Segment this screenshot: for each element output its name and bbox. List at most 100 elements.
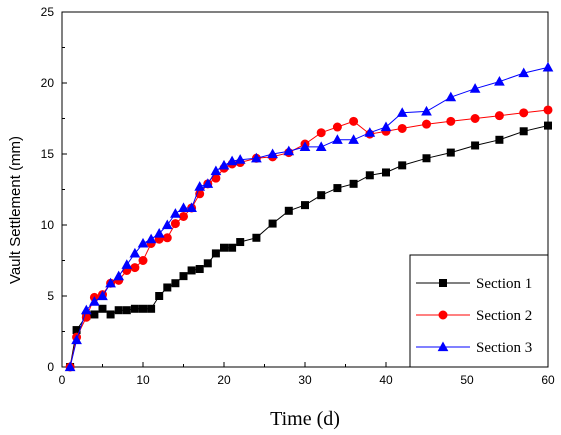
y-tick-label: 20 [41,76,55,90]
data-point [397,123,407,133]
series-layer [64,61,554,372]
y-tick-label: 0 [47,360,54,374]
data-point [97,290,108,301]
data-point [130,263,140,273]
data-point [284,206,293,215]
data-point [105,277,116,288]
data-point [98,304,107,313]
data-point [315,141,327,151]
data-point [299,141,311,151]
data-point [471,141,480,150]
x-tick-label: 30 [298,373,312,387]
data-point [251,152,262,163]
data-point [147,304,156,313]
data-point [162,233,172,243]
data-point [228,243,237,252]
data-point [495,135,504,144]
data-point [252,233,261,242]
data-point [161,219,173,230]
data-point [316,128,326,138]
data-point [519,127,528,136]
data-point [543,105,553,115]
data-point [382,168,390,177]
data-point [332,122,342,132]
x-tick-label: 50 [460,373,474,387]
x-tick-label: 10 [136,373,150,387]
data-point [171,279,180,288]
data-point [332,134,343,144]
data-point [422,154,431,163]
data-point [218,159,230,170]
y-tick-label: 5 [47,289,54,303]
legend-box [409,254,549,368]
legend-item: Section 1 [416,276,532,292]
data-point [469,83,481,93]
data-point [113,270,125,281]
data-point [71,334,82,345]
data-point [333,184,342,193]
data-point [283,145,295,156]
data-point [179,272,188,281]
data-point [170,208,181,218]
y-tick-label: 15 [41,147,55,161]
legend-label: Section 3 [476,340,532,356]
x-tick-label: 20 [217,373,231,387]
data-point [236,238,245,247]
y-tick-label: 10 [41,218,55,232]
data-point [494,111,504,121]
data-point [226,155,238,166]
data-point [121,259,133,269]
data-point [364,127,376,137]
x-tick-label: 0 [59,373,66,387]
y-tick-label: 25 [41,5,55,19]
data-point [179,211,188,221]
data-point [106,310,115,319]
data-point [89,296,100,306]
legend-label: Section 2 [476,308,532,324]
series-1 [66,121,552,371]
data-point [446,116,456,126]
legend-marker [438,310,448,320]
data-point [518,67,530,78]
data-point [155,292,164,300]
x-axis-title: Time (d) [270,408,340,430]
data-point [349,116,359,126]
x-tick-label: 60 [541,373,555,387]
data-point [195,265,204,274]
data-point [194,181,206,191]
data-point [170,219,180,229]
data-point [220,243,228,252]
data-point [138,256,148,265]
data-point [129,247,141,258]
legend-label: Section 1 [476,276,532,292]
data-point [202,178,214,188]
data-point [542,61,554,72]
data-point [90,310,99,319]
legend-item: Section 2 [416,308,532,324]
data-point [396,107,408,117]
data-point [380,121,392,132]
data-point [398,161,407,170]
data-point [470,114,480,123]
data-point [163,283,172,292]
data-point [365,171,374,180]
data-point [422,119,431,129]
data-point [186,202,197,213]
legend: Section 1 Section 2 Section 3 [409,254,549,368]
data-point [268,219,277,228]
data-point [544,121,552,130]
y-axis: 0 5 10 15 20 25 [41,5,67,374]
data-point [203,259,212,268]
data-point [211,249,220,258]
data-point [494,76,505,86]
legend-marker [437,341,449,352]
data-point [349,179,358,188]
data-point [139,304,147,313]
legend-marker [439,279,447,287]
x-tick-label: 40 [379,373,393,387]
data-point [210,165,222,176]
y-axis-title: Vault Settlement (mm) [7,136,24,284]
data-point [145,233,157,244]
